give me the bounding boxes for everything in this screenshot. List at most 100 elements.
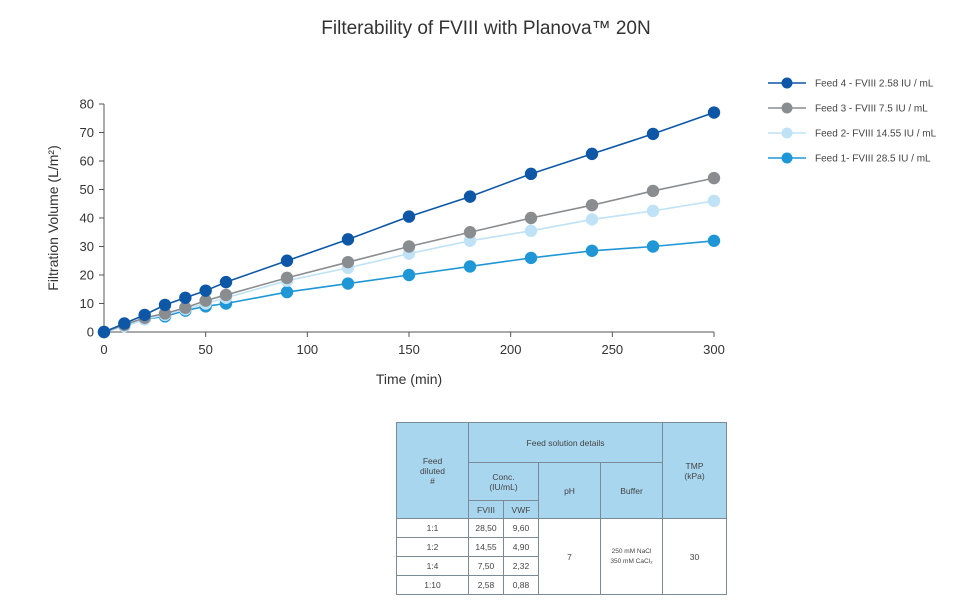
data-point [646,240,660,253]
data-point [463,190,477,203]
row-fviii: 14,55 [468,537,504,557]
data-point [707,106,721,119]
data-point [524,167,538,181]
legend-label: Feed 2- FVIII 14.55 IU / mL [815,129,937,140]
row-dilution: 1:1 [396,518,469,538]
data-point [585,213,599,226]
data-point [158,298,172,312]
legend-marker [781,77,793,89]
series [97,106,721,339]
y-tick-label: 10 [80,296,94,311]
row-vwf: 2,32 [503,556,539,576]
header-conc: Conc. (IU/mL) [468,462,539,501]
data-point [118,317,131,330]
data-point [138,308,151,322]
x-tick-label: 50 [198,342,212,357]
data-point [707,171,721,185]
y-tick-label: 30 [80,239,94,254]
data-point [280,254,294,267]
x-tick-label: 0 [100,342,107,357]
header-feed-diluted: Feed diluted # [396,422,469,519]
row-dilution: 1:2 [396,537,469,557]
legend-marker [781,127,793,139]
row-fviii: 28,50 [468,518,504,538]
x-tick-label: 200 [500,342,522,357]
ph-value: 7 [538,518,601,595]
legend-item: Feed 3 - FVIII 7.5 IU / mL [768,102,928,115]
data-point [646,127,660,141]
filterability-chart: Filterability of FVIII with Planova™ 20N… [45,18,937,388]
legend-label: Feed 4 - FVIII 2.58 IU / mL [815,79,934,90]
y-tick-label: 0 [87,325,94,340]
data-point [280,285,294,299]
data-point [179,301,192,314]
header-tmp: TMP (kPa) [662,422,728,519]
data-point [402,240,416,253]
data-point [585,198,599,212]
legend-marker [781,152,793,164]
data-point [219,275,233,289]
data-point [219,288,233,302]
x-tick-label: 100 [296,342,318,357]
y-tick-label: 50 [80,182,94,197]
data-point [199,284,212,297]
chart-axes: 0 10 20 30 40 50 60 70 80 0 50 100 150 200 250 300 Time … [45,97,725,388]
y-axis-label: Filtration Volume (L/m²) [45,145,61,290]
legend-label: Feed 1- FVIII 28.5 IU / mL [815,154,931,165]
buffer-value: 250 mM NaCl 350 mM CaCl₂ [599,518,664,595]
feed-details-table: Feed diluted # Feed solution details TMP… [396,422,728,595]
header-vwf: VWF [503,500,539,519]
data-point [179,291,192,304]
row-dilution: 1:4 [396,556,469,576]
data-point [646,184,660,198]
data-point [646,204,660,218]
x-tick-label: 300 [703,342,725,357]
y-tick-label: 60 [80,154,94,169]
row-vwf: 4,90 [503,537,539,557]
row-fviii: 2,58 [468,575,504,595]
chart-legend: Feed 4 - FVIII 2.58 IU / mL Feed 3 - FVII… [768,77,937,165]
x-tick-label: 250 [601,342,623,357]
row-dilution: 1:10 [396,575,469,595]
data-point [402,210,416,223]
data-point [524,224,538,238]
x-axis-label: Time (min) [376,371,442,387]
data-point [341,233,355,246]
data-point [97,325,111,339]
data-point [402,268,416,282]
header-fviii: FVIII [468,500,504,519]
data-point [158,307,172,320]
legend-label: Feed 3 - FVIII 7.5 IU / mL [815,104,928,115]
row-fviii: 7,50 [468,556,504,576]
tmp-value: 30 [662,518,728,595]
data-point [341,255,355,269]
data-point [585,147,599,161]
data-point [280,271,294,285]
data-point [463,260,477,273]
y-tick-label: 70 [80,125,94,140]
legend-item: Feed 1- FVIII 28.5 IU / mL [768,152,931,165]
data-point [463,226,477,239]
data-point [524,211,538,225]
data-point [341,277,355,290]
data-point [524,251,538,265]
x-tick-label: 150 [398,342,420,357]
legend-item: Feed 4 - FVIII 2.58 IU / mL [768,77,934,90]
legend-item: Feed 2- FVIII 14.55 IU / mL [768,127,937,140]
data-point [585,244,599,257]
data-point [707,234,721,247]
legend-marker [781,102,793,114]
data-point [463,234,477,247]
row-vwf: 9,60 [503,518,539,538]
y-tick-label: 20 [80,268,94,283]
chart-series [97,106,721,339]
data-point [199,294,212,307]
header-ph: pH [538,462,601,519]
data-point [707,194,721,208]
header-feed-solution-details: Feed solution details [467,422,664,463]
y-tick-label: 80 [80,97,94,112]
chart-title: Filterability of FVIII with Planova™ 20N [321,18,650,39]
header-buffer: Buffer [599,462,664,519]
y-tick-label: 40 [80,211,94,226]
row-vwf: 0,88 [503,575,539,595]
